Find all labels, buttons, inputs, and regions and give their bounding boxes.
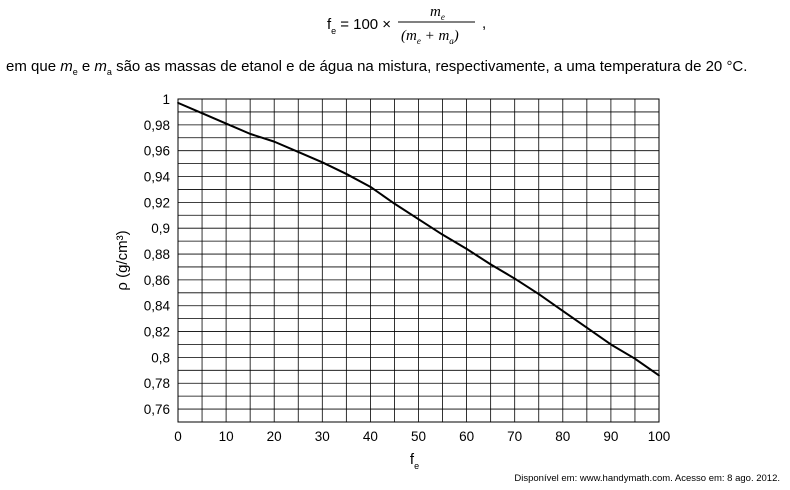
data-point: [465, 247, 468, 250]
x-tick-label: 50: [411, 429, 426, 444]
x-axis-label: fe: [410, 451, 419, 471]
data-point: [225, 122, 228, 125]
y-tick-label: 0,76: [144, 402, 170, 417]
formula-numerator: m: [430, 4, 441, 20]
data-point: [201, 112, 203, 115]
formula-lhs: f: [327, 16, 332, 33]
description-text: em que me e ma são as massas de etanol e…: [6, 58, 747, 77]
x-tick-label: 100: [648, 429, 671, 444]
formula-equals: = 100 ×: [340, 16, 391, 33]
data-point: [369, 185, 372, 188]
formula-denominator-sub1: e: [417, 36, 421, 46]
formula-denominator-sub2: a: [449, 36, 454, 46]
data-point: [610, 343, 612, 346]
svg-text:fe= 100 ×: fe = 100 ×: [327, 16, 391, 36]
x-tick-label: 30: [315, 429, 330, 444]
formula-numerator-sub: e: [441, 12, 445, 22]
y-tick-label: 0,84: [144, 299, 171, 314]
y-tick-label: 0,86: [144, 273, 170, 288]
formula-denominator-open: (m: [401, 28, 417, 44]
description-var1-sub: e: [72, 67, 78, 77]
plot-frame: [177, 98, 660, 423]
formula-lhs-sub: e: [331, 26, 336, 36]
data-point: [441, 233, 444, 236]
data-point: [249, 132, 252, 135]
data-point: [537, 293, 540, 295]
svg-text:(me + ma): (me + ma): [401, 28, 459, 46]
data-point: [658, 374, 660, 377]
chart-labels: 0 10 20 30 40 50 60 70 80 90 100 0,76 0,78 0,8 0,82 0,8…: [114, 92, 670, 471]
x-tick-label: 80: [555, 429, 570, 444]
x-tick-label: 90: [603, 429, 618, 444]
y-tick-label: 0,94: [144, 170, 171, 185]
formula: fe = 100 × me (me + ma) ,: [327, 4, 486, 46]
y-axis-label: ρ (g/cm³): [114, 230, 131, 290]
y-tick-label: 0,9: [151, 221, 170, 236]
description-var2: m: [94, 58, 107, 75]
formula-trailing: ,: [482, 15, 486, 32]
y-tick-label: 0,88: [144, 247, 170, 262]
description-connector: e: [77, 58, 95, 75]
data-point: [393, 202, 396, 205]
data-point: [297, 151, 300, 153]
description-rest: são as massas de etanol e de água na mis…: [111, 58, 748, 75]
formula-denominator-plus: + m: [421, 28, 450, 44]
density-chart: 0 10 20 30 40 50 60 70 80 90 100 0,76 0,78 0,8 0,82 0,8…: [114, 92, 670, 471]
x-tick-label: 10: [219, 429, 234, 444]
formula-denominator-close: ): [453, 28, 459, 44]
source-citation: Disponível em: www.handymath.com. Acesso…: [514, 473, 780, 484]
data-point: [561, 309, 564, 312]
data-point: [417, 218, 420, 221]
y-tick-label: 0,8: [151, 350, 170, 365]
data-point: [273, 140, 276, 143]
description-var1: m: [60, 58, 73, 75]
chart-axes: [177, 98, 660, 423]
y-tick-label: 0,82: [144, 325, 170, 340]
svg-text:me: me: [430, 4, 445, 22]
chart-series: [177, 101, 660, 377]
data-point: [177, 101, 179, 104]
data-point: [321, 161, 324, 164]
description-prefix: em que: [6, 58, 61, 75]
x-tick-label: 60: [459, 429, 474, 444]
data-point: [585, 326, 588, 329]
y-tick-label: 0,98: [144, 118, 170, 133]
y-tick-label: 0,96: [144, 144, 170, 159]
x-tick-label: 20: [267, 429, 282, 444]
y-tick-label: 0,92: [144, 195, 170, 210]
data-point: [513, 277, 516, 280]
x-tick-label: 70: [507, 429, 522, 444]
description-var2-sub: a: [106, 67, 112, 77]
data-point: [489, 263, 492, 266]
data-point: [634, 357, 636, 360]
y-tick-label: 0,78: [144, 376, 170, 391]
chart-grid: [177, 98, 660, 423]
x-tick-label: 40: [363, 429, 378, 444]
x-tick-label: 0: [174, 429, 182, 444]
y-tick-label: 1: [162, 92, 170, 107]
data-point: [345, 173, 348, 175]
